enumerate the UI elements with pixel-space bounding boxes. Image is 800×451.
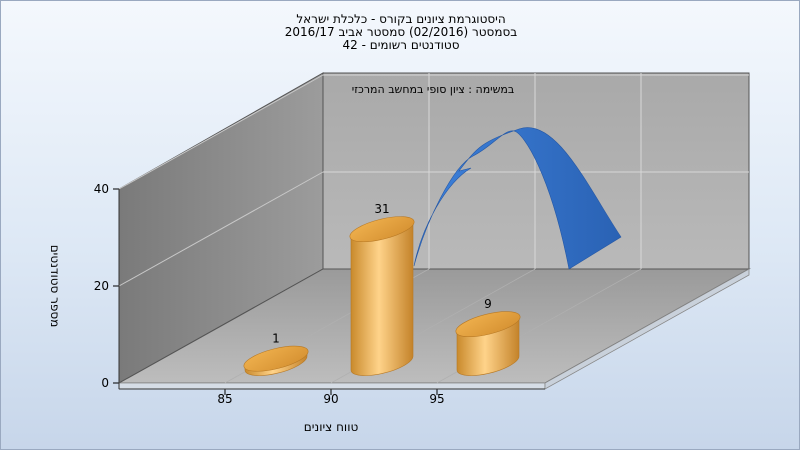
x-tick-label: 90 <box>323 392 338 406</box>
x-axis-label: טווח ציונים <box>304 420 359 434</box>
floor-side-edge <box>544 268 750 390</box>
bar-top <box>243 345 309 372</box>
x-tick-label: 95 <box>429 392 444 406</box>
bar-value-label: 1 <box>272 332 280 346</box>
bar-90-95: 31 <box>349 202 415 376</box>
chart-title-line-2: בסמסטר (02/2016) סמסטר אביב 2016/17 <box>285 25 517 39</box>
bar-body <box>350 221 414 376</box>
y-axis-label: מספר סטודנטים <box>48 245 62 328</box>
gridline-left-wall <box>118 171 324 287</box>
floor-front-edge <box>118 382 546 390</box>
bar-85-90: 1 <box>243 332 309 376</box>
ticks: 0 20 40 85 90 95 <box>94 182 545 406</box>
bar-top <box>455 311 521 338</box>
bar-95-100: 9 <box>455 297 521 376</box>
curve-ribbon <box>413 127 622 270</box>
chart-title-line-3: סטודנטים רשומים - 42 <box>342 38 459 52</box>
bar-value-label: 9 <box>484 297 492 311</box>
bar-value-label: 31 <box>374 202 389 216</box>
x-tick-label: 85 <box>217 392 232 406</box>
distribution-curve <box>413 127 622 270</box>
chart-annotation: במשימה : ציון סופי במחשב המרכזי <box>352 83 515 96</box>
y-tick-label: 40 <box>94 182 109 196</box>
bar-top <box>349 216 415 243</box>
bars: 1 31 9 <box>243 202 521 376</box>
y-tick-label: 0 <box>101 376 109 390</box>
chart-title-line-1: היסטוגרמת ציונים בקורס - כלכלת ישראל <box>296 12 505 26</box>
gridline-left-wall <box>118 74 324 190</box>
y-tick-label: 20 <box>94 279 109 293</box>
